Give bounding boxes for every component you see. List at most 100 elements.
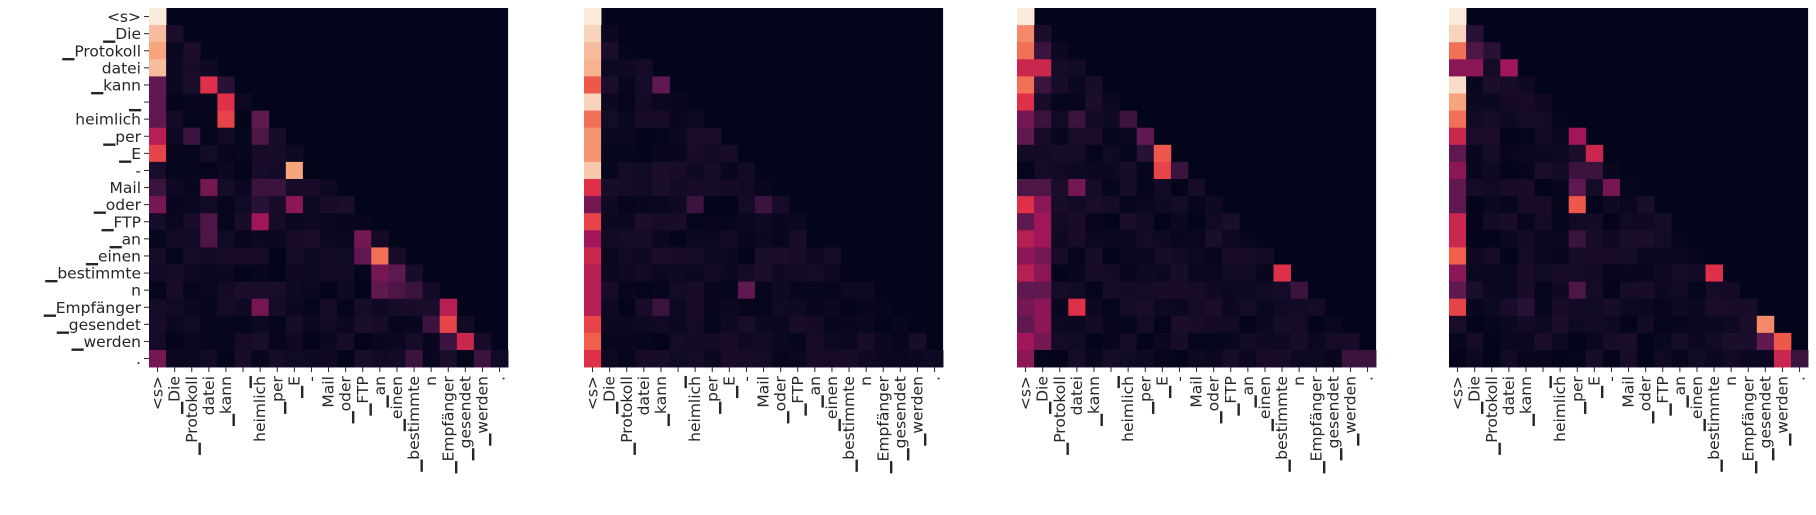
heatmap-cell: [806, 281, 824, 300]
heatmap-cell: [200, 179, 218, 197]
heatmap-cell: [1500, 110, 1518, 129]
heatmap-cell: [1222, 264, 1240, 282]
heatmap-cell: [1136, 127, 1155, 146]
heatmap-cell: [789, 332, 807, 351]
heatmap-cell: [1017, 213, 1035, 231]
heatmap-cell: [166, 315, 184, 334]
heatmap-cell: [601, 247, 619, 265]
heatmap-cell: [669, 144, 687, 163]
heatmap-cell: [840, 315, 858, 334]
heatmap-cell: [166, 230, 184, 248]
heatmap-cell: [686, 144, 705, 163]
heatmap-cell: [1517, 281, 1535, 300]
x-tick-label: ▁Empfänger: [874, 375, 892, 474]
heatmap-cell: [1034, 161, 1052, 180]
heatmap-cell: [584, 25, 602, 43]
heatmap-cell: [601, 230, 619, 248]
heatmap-cell: [737, 264, 756, 282]
heatmap-cell: [1068, 127, 1086, 146]
heatmap-cell: [1483, 76, 1501, 94]
heatmap-cell: [1466, 110, 1484, 129]
heatmap-cell: [285, 213, 304, 231]
heatmap-cell: [686, 196, 705, 214]
heatmap-cell: [1188, 230, 1206, 248]
heatmap-cell: [1534, 161, 1552, 180]
heatmap-cell: [1205, 315, 1223, 334]
heatmap-cell: [1602, 298, 1621, 317]
heatmap-cell: [251, 298, 270, 317]
heatmap-cell: [371, 264, 389, 282]
heatmap-cell: [1188, 315, 1206, 334]
heatmap-cell: [1170, 332, 1189, 351]
heatmap-cell: [285, 196, 304, 214]
heatmap-cell: [755, 315, 773, 334]
heatmap-cell: [823, 247, 841, 265]
heatmap-cell: [1551, 350, 1570, 368]
x-tick-label: ▁Die: [1034, 376, 1052, 415]
heatmap-cell: [669, 196, 687, 214]
heatmap-cell: [1688, 247, 1706, 265]
heatmap-cell: [1239, 264, 1257, 282]
heatmap-cell: [1534, 264, 1552, 282]
heatmap-cell: [618, 93, 636, 111]
x-tick-label: ▁E: [1153, 376, 1171, 399]
heatmap-cell: [1188, 298, 1206, 317]
y-tick-label: -: [135, 162, 141, 180]
x-tick-label: ▁FTP: [789, 376, 807, 416]
heatmap-cell: [234, 93, 252, 111]
heatmap-cell: [234, 179, 252, 197]
heatmap-cell: [1483, 59, 1501, 77]
heatmap-cell: [737, 298, 756, 317]
heatmap-cell: [183, 315, 201, 334]
heatmap-cell: [601, 161, 619, 180]
heatmap-cell: [601, 59, 619, 77]
heatmap-cell: [789, 264, 807, 282]
heatmap-cell: [1449, 144, 1467, 163]
heatmap-cell: [320, 213, 338, 231]
heatmap-cell: [149, 59, 167, 77]
heatmap-cell: [635, 93, 653, 111]
heatmap-cell: [1756, 315, 1775, 334]
heatmap-cell: [166, 42, 184, 60]
heatmap-cell: [1517, 213, 1535, 231]
heatmap-cell: [635, 230, 653, 248]
heatmap-cell: [1551, 315, 1570, 334]
heatmap-cell: [1085, 196, 1103, 214]
heatmap-cell: [1722, 281, 1741, 300]
heatmap-cell: [1517, 144, 1535, 163]
heatmap-cell: [354, 350, 372, 368]
heatmap-cell: [772, 247, 790, 265]
heatmap-cell: [908, 350, 927, 368]
heatmap-cell: [302, 264, 321, 282]
heatmap-cell: [618, 127, 636, 146]
heatmap-cell: [1188, 281, 1206, 300]
heatmap-cell: [1136, 281, 1155, 300]
heatmap-cell: [635, 281, 653, 300]
heatmap-cell: [1620, 247, 1638, 265]
heatmap-cell: [217, 281, 235, 300]
heatmap-cell: [652, 315, 670, 334]
heatmap-cell: [686, 298, 705, 317]
heatmap-cell: [456, 315, 475, 334]
heatmap-cell: [405, 281, 423, 300]
heatmap-cell: [1585, 144, 1604, 163]
x-tick-label: ▁an: [371, 376, 389, 408]
heatmap-cell: [1654, 281, 1672, 300]
heatmap-cell: [652, 161, 670, 180]
heatmap-cell: [491, 350, 509, 368]
heatmap-cell: [1568, 350, 1587, 368]
heatmap-cell: [1273, 332, 1291, 351]
heatmap-cell: [823, 315, 841, 334]
x-tick-label: ▁: [1102, 375, 1120, 389]
heatmap-cell: [285, 179, 304, 197]
heatmap-cell: [1466, 161, 1484, 180]
heatmap-cell: [601, 93, 619, 111]
heatmap-cell: [686, 264, 705, 282]
heatmap-cell: [1085, 264, 1103, 282]
heatmap-cell: [1034, 315, 1052, 334]
x-tick-label: ▁einen: [1688, 376, 1706, 432]
x-tick-label: ▁Protokoll: [1051, 376, 1069, 456]
heatmap-cell: [1239, 298, 1257, 317]
x-tick-label: ▁oder: [772, 375, 790, 424]
heatmap-cell: [371, 298, 389, 317]
